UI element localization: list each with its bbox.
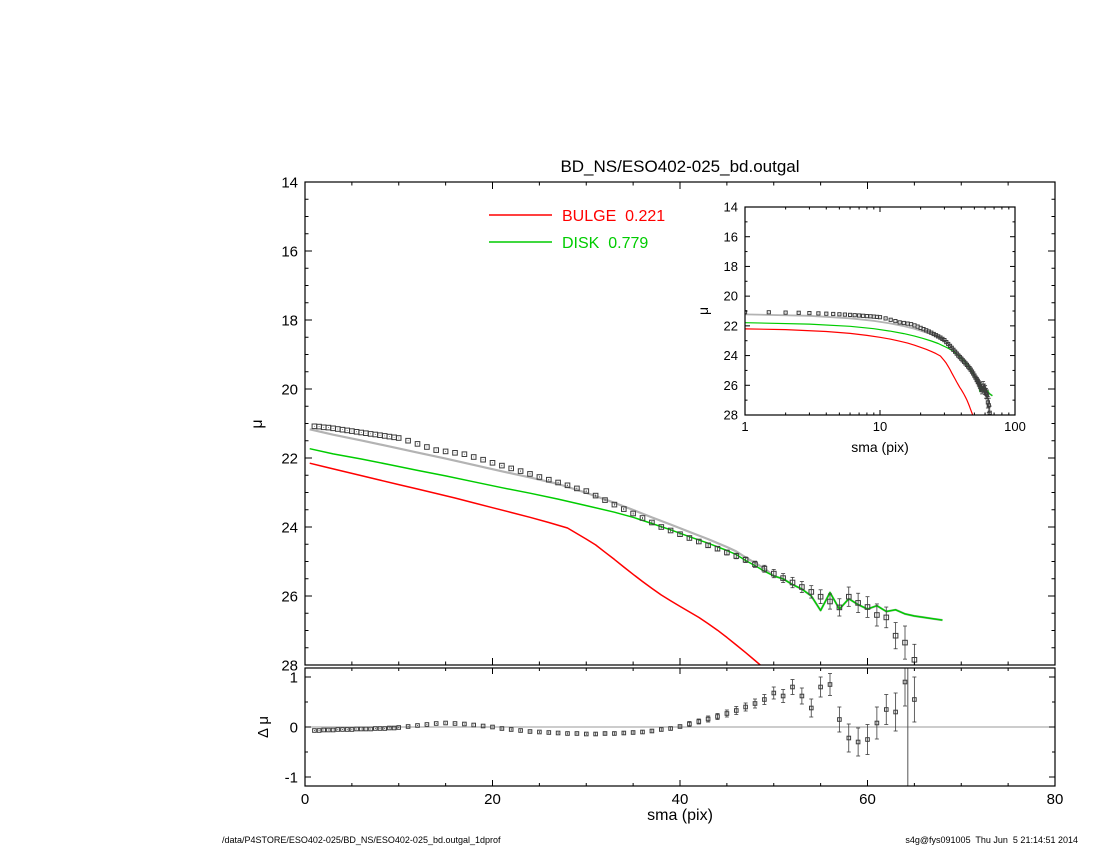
- x-tick-label: 0: [301, 791, 309, 808]
- y-tick-label: 18: [724, 259, 738, 274]
- residual-y-axis-label: Δ μ: [255, 716, 272, 738]
- bulge-line-inset: [745, 328, 974, 415]
- footer-file-path: /data/P4STORE/ESO402-025/BD_NS/ESO402-02…: [222, 835, 501, 845]
- y-tick-label: 0: [290, 719, 298, 736]
- y-tick-label: 22: [724, 318, 738, 333]
- y-tick-label: 28: [724, 408, 738, 423]
- y-tick-label: 24: [281, 519, 298, 536]
- legend-bulge-label: BULGE 0.221: [562, 208, 665, 225]
- y-tick-label: 1: [290, 669, 298, 686]
- x-axis-label: sma (pix): [647, 807, 713, 824]
- y-tick-label: 14: [724, 200, 738, 215]
- x-tick-label: 100: [1004, 419, 1026, 434]
- x-tick-label: 80: [1047, 791, 1064, 808]
- inset-y-axis-label: μ: [695, 307, 711, 315]
- x-tick-label: 40: [672, 791, 689, 808]
- plot-title: BD_NS/ESO402-025_bd.outgal: [560, 157, 799, 176]
- inset-x-axis-label: sma (pix): [851, 439, 909, 455]
- inset-panel: 1 10 100 14 16 18 20 22 24 26 28: [724, 200, 1026, 434]
- observed-points: [311, 423, 918, 665]
- y-tick-label: 22: [281, 450, 298, 467]
- legend-disk-label: DISK 0.779: [562, 235, 648, 252]
- y-tick-label: 26: [724, 378, 738, 393]
- footer-user-timestamp: s4g@fys091005 Thu Jun 5 21:14:51 2014: [905, 835, 1078, 845]
- y-tick-label: 18: [281, 312, 298, 329]
- y-tick-label: 26: [281, 588, 298, 605]
- y-tick-label: 14: [281, 174, 298, 191]
- y-tick-label: 24: [724, 348, 738, 363]
- residual-panel: 0 20 40 60 80-101: [285, 667, 1064, 808]
- x-tick-label: 1: [741, 419, 748, 434]
- observed-points-inset: [745, 310, 992, 415]
- total-model-line: [309, 428, 943, 622]
- bulge-line: [309, 462, 762, 665]
- residual-points: [312, 668, 917, 757]
- main-panel-frame: [304, 181, 1056, 666]
- y-tick-label: 28: [281, 657, 298, 674]
- main-panel: 14 16 18 20 22 24 26 28: [281, 174, 1056, 674]
- y-tick-label: 16: [281, 243, 298, 260]
- y-tick-label: 16: [724, 229, 738, 244]
- x-tick-label: 60: [859, 791, 876, 808]
- y-tick-label: 20: [724, 289, 738, 304]
- main-y-axis-label: μ: [249, 419, 266, 428]
- legend: BULGE 0.221 DISK 0.779: [489, 208, 665, 252]
- y-tick-label: 20: [281, 381, 298, 398]
- y-tick-label: -1: [285, 769, 298, 786]
- x-tick-label: 20: [484, 791, 501, 808]
- x-tick-label: 10: [873, 419, 887, 434]
